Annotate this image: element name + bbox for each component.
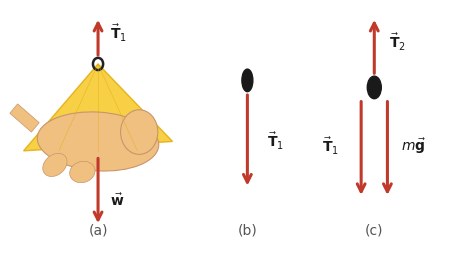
Ellipse shape	[43, 153, 67, 176]
Circle shape	[366, 76, 380, 99]
Circle shape	[120, 110, 157, 155]
Text: (a): (a)	[88, 224, 107, 238]
Polygon shape	[24, 64, 172, 151]
Text: $m\vec{\mathbf{g}}$: $m\vec{\mathbf{g}}$	[399, 136, 425, 156]
Text: $\vec{\mathbf{T}}_1$: $\vec{\mathbf{T}}_1$	[321, 136, 338, 157]
Ellipse shape	[37, 112, 158, 171]
Text: $\vec{\mathbf{w}}$: $\vec{\mathbf{w}}$	[110, 192, 124, 209]
Text: (c): (c)	[364, 224, 383, 238]
Ellipse shape	[70, 161, 95, 183]
Text: (b): (b)	[237, 224, 257, 238]
Polygon shape	[10, 104, 39, 132]
Text: $\vec{\mathbf{T}}_2$: $\vec{\mathbf{T}}_2$	[388, 32, 405, 53]
Text: $\vec{\mathbf{T}}_1$: $\vec{\mathbf{T}}_1$	[266, 131, 283, 152]
Circle shape	[241, 69, 252, 92]
Text: $\vec{\mathbf{T}}_1$: $\vec{\mathbf{T}}_1$	[110, 23, 126, 44]
